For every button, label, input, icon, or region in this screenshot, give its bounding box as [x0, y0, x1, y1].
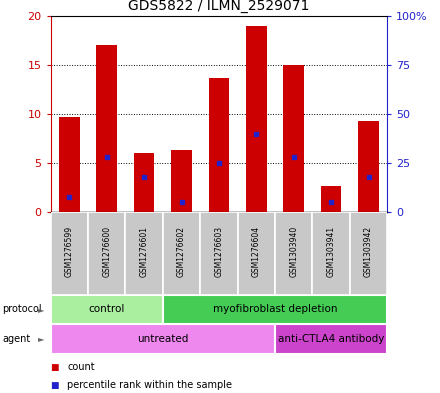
Text: GSM1276604: GSM1276604: [252, 226, 261, 277]
Bar: [88, 212, 125, 295]
Text: count: count: [67, 362, 95, 373]
Text: myofibroblast depletion: myofibroblast depletion: [213, 305, 337, 314]
Text: agent: agent: [2, 334, 30, 344]
Bar: [350, 212, 387, 295]
Bar: [171, 150, 192, 212]
Bar: [163, 212, 200, 295]
Title: GDS5822 / ILMN_2529071: GDS5822 / ILMN_2529071: [128, 0, 310, 13]
Bar: [275, 212, 312, 295]
Bar: [163, 295, 387, 324]
Bar: [200, 212, 238, 295]
Bar: [59, 117, 80, 212]
Text: ■: ■: [51, 363, 59, 372]
Bar: [312, 212, 350, 295]
Bar: [51, 212, 88, 295]
Bar: [96, 45, 117, 212]
Text: protocol: protocol: [2, 305, 42, 314]
Bar: [275, 324, 387, 354]
Bar: [358, 121, 379, 212]
Bar: [321, 186, 341, 212]
Text: GSM1303941: GSM1303941: [326, 226, 336, 277]
Bar: [51, 324, 275, 354]
Bar: [283, 65, 304, 212]
Bar: [209, 78, 229, 212]
Text: ►: ►: [38, 334, 45, 343]
Bar: [246, 26, 267, 212]
Text: ■: ■: [51, 381, 59, 389]
Text: control: control: [88, 305, 125, 314]
Text: GSM1276600: GSM1276600: [102, 226, 111, 277]
Bar: [238, 212, 275, 295]
Bar: [51, 295, 163, 324]
Text: GSM1303940: GSM1303940: [289, 226, 298, 277]
Text: GSM1276601: GSM1276601: [139, 226, 149, 277]
Text: GSM1303942: GSM1303942: [364, 226, 373, 277]
Text: GSM1276602: GSM1276602: [177, 226, 186, 277]
Text: percentile rank within the sample: percentile rank within the sample: [67, 380, 232, 390]
Text: untreated: untreated: [137, 334, 188, 344]
Text: GSM1276603: GSM1276603: [214, 226, 224, 277]
Text: ►: ►: [38, 305, 45, 314]
Bar: [134, 153, 154, 212]
Bar: [125, 212, 163, 295]
Text: anti-CTLA4 antibody: anti-CTLA4 antibody: [278, 334, 384, 344]
Text: GSM1276599: GSM1276599: [65, 226, 74, 277]
